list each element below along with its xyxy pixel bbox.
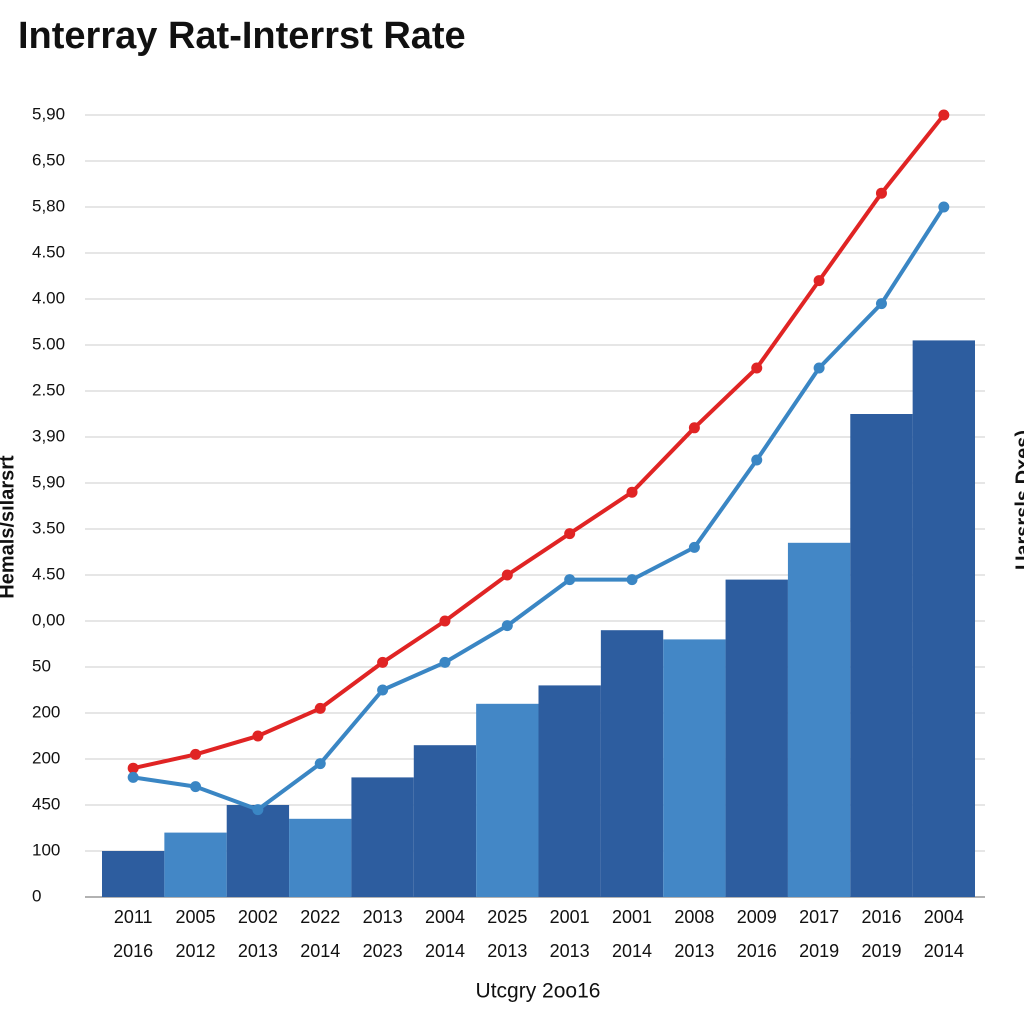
y-tick-label: 200: [32, 702, 60, 721]
line-marker: [439, 615, 451, 627]
line-marker: [377, 656, 389, 668]
y-tick-label: 6,50: [32, 150, 65, 169]
x-tick-label: 2001: [550, 907, 590, 927]
y-tick-label: 100: [32, 840, 60, 859]
bar: [476, 703, 539, 897]
y-tick-label: 0: [32, 886, 41, 905]
line-marker: [875, 298, 887, 310]
bar: [538, 685, 601, 897]
x-tick-label: 2002: [238, 907, 278, 927]
line-marker: [751, 362, 763, 374]
y-tick-label: 0,00: [32, 610, 65, 629]
x-tick-label: 2014: [924, 941, 964, 961]
bar: [164, 832, 227, 897]
line-marker: [564, 574, 576, 586]
x-tick-label: 2013: [238, 941, 278, 961]
x-tick-label: 2014: [300, 941, 340, 961]
bar: [787, 542, 851, 897]
line-marker: [127, 762, 139, 774]
x-tick-label: 2013: [487, 941, 527, 961]
y2-axis-label: Uarsrsls Dxes): [1012, 430, 1024, 570]
bar: [413, 745, 477, 897]
bar: [289, 818, 352, 897]
y-tick-label: 200: [32, 748, 60, 767]
x-tick-label: 2016: [113, 941, 153, 961]
line-marker: [252, 804, 264, 816]
line: [132, 205, 946, 812]
x-tick-label: 2019: [799, 941, 839, 961]
x-tick-label: 2019: [861, 941, 901, 961]
line-marker: [314, 758, 326, 770]
line-marker: [501, 569, 513, 581]
bar: [600, 630, 664, 897]
bar: [725, 579, 788, 897]
line-marker: [938, 201, 950, 213]
line-marker: [377, 684, 389, 696]
x-tick-label: 2004: [425, 907, 465, 927]
x-tick-label: 2023: [363, 941, 403, 961]
y-tick-label: 5,80: [32, 196, 65, 215]
line-marker: [688, 422, 700, 434]
x-tick-label: 2025: [487, 907, 527, 927]
y-tick-label: 5.00: [32, 334, 65, 353]
line-marker: [439, 656, 451, 668]
x-tick-label: 2005: [176, 907, 216, 927]
x-tick-label: 2004: [924, 907, 964, 927]
y-tick-label: 3.50: [32, 518, 65, 537]
y-tick-label: 3,90: [32, 426, 65, 445]
line-marker: [938, 109, 950, 121]
x-tick-label: 2016: [861, 907, 901, 927]
x-tick-label: 2013: [550, 941, 590, 961]
bar: [850, 414, 913, 897]
line-marker: [813, 275, 825, 287]
y-tick-label: 4.50: [32, 242, 65, 261]
line-marker: [127, 771, 139, 783]
line-marker: [688, 541, 700, 553]
y-tick-label: 450: [32, 794, 60, 813]
x-tick-label: 2009: [737, 907, 777, 927]
chart-title: Interray Rat-Interrst Rate: [18, 15, 466, 57]
y-tick-label: 2.50: [32, 380, 65, 399]
bar: [351, 777, 414, 897]
line-marker: [626, 486, 638, 498]
line-marker: [875, 187, 887, 199]
line-marker: [626, 574, 638, 586]
bar: [226, 805, 290, 897]
y-tick-label: 50: [32, 656, 51, 675]
line-marker: [252, 730, 264, 742]
y-tick-label: 4.00: [32, 288, 65, 307]
bar: [102, 851, 165, 897]
x-tick-label: 2017: [799, 907, 839, 927]
line-marker: [190, 748, 202, 760]
x-tick-label: 2013: [363, 907, 403, 927]
y-tick-label: 4.50: [32, 564, 65, 583]
line: [132, 113, 946, 771]
bar: [663, 639, 726, 897]
y-axis-label: Hemals/sılarsrt: [0, 455, 18, 599]
line-marker: [813, 362, 825, 374]
line-marker: [564, 528, 576, 540]
bar: [912, 340, 975, 897]
x-tick-label: 2016: [737, 941, 777, 961]
line-marker: [751, 454, 763, 466]
x-tick-label: 2014: [425, 941, 465, 961]
y-tick-label: 5,90: [32, 104, 65, 123]
line-marker: [314, 702, 326, 714]
x-axis-label: Utcgry 2oo16: [476, 980, 601, 1003]
x-tick-label: 2008: [674, 907, 714, 927]
y-tick-label: 5,90: [32, 472, 65, 491]
x-tick-label: 2011: [114, 907, 153, 927]
x-tick-label: 2014: [612, 941, 652, 961]
line-marker: [190, 781, 202, 793]
x-tick-label: 2013: [674, 941, 714, 961]
x-tick-label: 2001: [612, 907, 652, 927]
x-tick-label: 2022: [300, 907, 340, 927]
x-tick-label: 2012: [176, 941, 216, 961]
line-marker: [501, 620, 513, 632]
